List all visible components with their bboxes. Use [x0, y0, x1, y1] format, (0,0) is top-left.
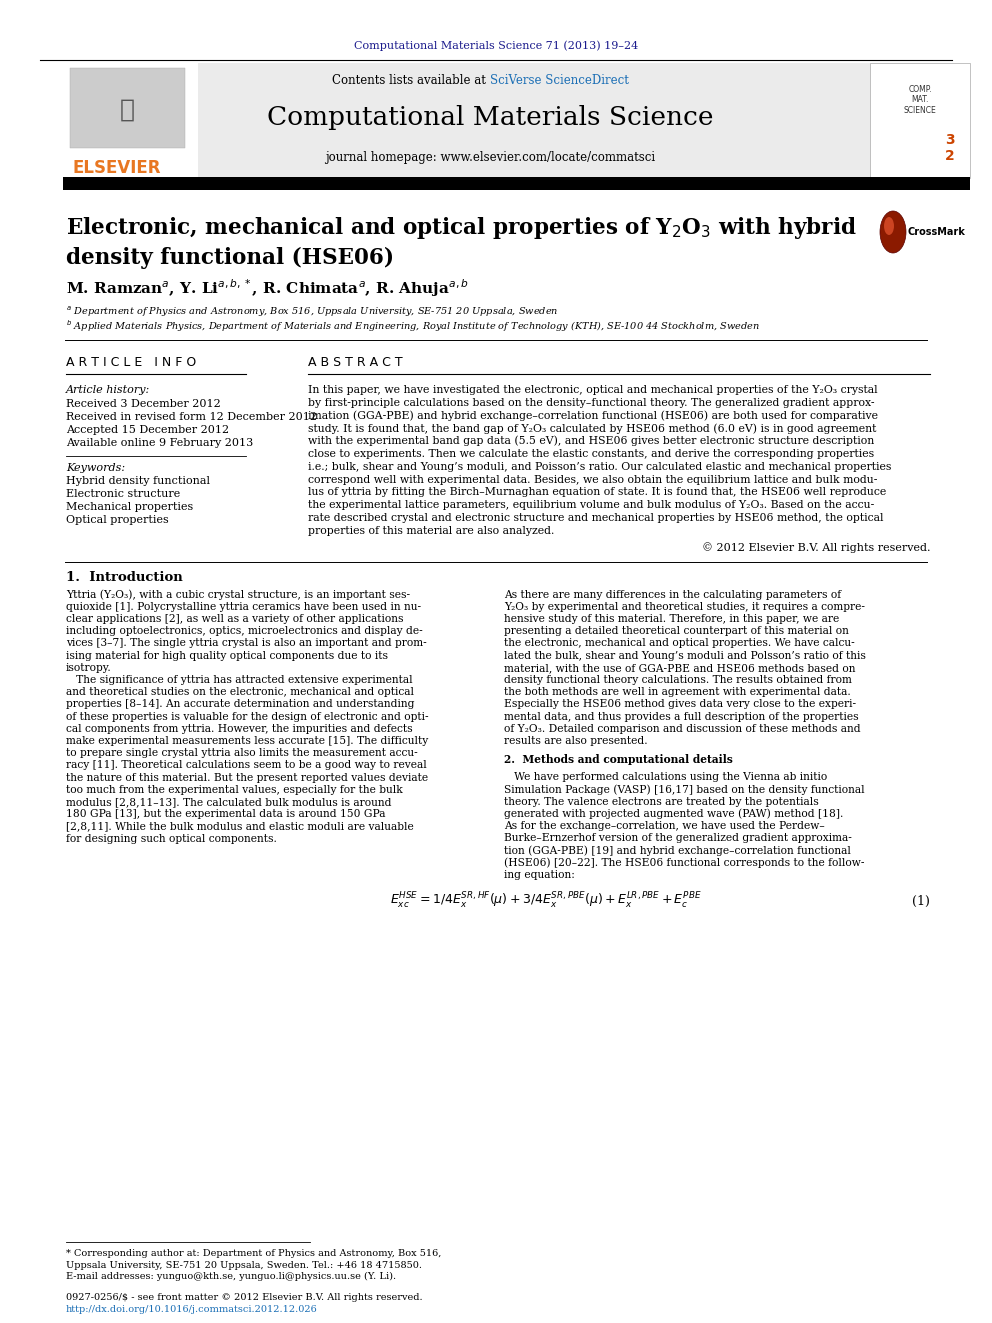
Text: Yttria (Y₂O₃), with a cubic crystal structure, is an important ses-: Yttria (Y₂O₃), with a cubic crystal stru… — [66, 589, 410, 599]
Text: results are also presented.: results are also presented. — [504, 736, 648, 746]
Text: A R T I C L E   I N F O: A R T I C L E I N F O — [66, 356, 196, 369]
Text: As there are many differences in the calculating parameters of: As there are many differences in the cal… — [504, 590, 841, 599]
Ellipse shape — [884, 217, 894, 235]
Text: Optical properties: Optical properties — [66, 515, 169, 525]
Text: ising material for high quality optical components due to its: ising material for high quality optical … — [66, 651, 388, 660]
Text: with the experimental band gap data (5.5 eV), and HSE06 gives better electronic : with the experimental band gap data (5.5… — [308, 435, 874, 446]
Text: the electronic, mechanical and optical properties. We have calcu-: the electronic, mechanical and optical p… — [504, 639, 855, 648]
Text: the both methods are well in agreement with experimental data.: the both methods are well in agreement w… — [504, 687, 851, 697]
Text: SciVerse ScienceDirect: SciVerse ScienceDirect — [490, 74, 629, 86]
Text: 180 GPa [13], but the experimental data is around 150 GPa: 180 GPa [13], but the experimental data … — [66, 810, 386, 819]
Text: Electronic, mechanical and optical properties of Y$_2$O$_3$ with hybrid: Electronic, mechanical and optical prope… — [66, 216, 857, 241]
Text: Especially the HSE06 method gives data very close to the experi-: Especially the HSE06 method gives data v… — [504, 700, 856, 709]
Text: Accepted 15 December 2012: Accepted 15 December 2012 — [66, 425, 229, 435]
Text: Mechanical properties: Mechanical properties — [66, 501, 193, 512]
Text: racy [11]. Theoretical calculations seem to be a good way to reveal: racy [11]. Theoretical calculations seem… — [66, 761, 427, 770]
Text: Burke–Ernzerhof version of the generalized gradient approxima-: Burke–Ernzerhof version of the generaliz… — [504, 833, 852, 843]
Text: * Corresponding author at: Department of Physics and Astronomy, Box 516,: * Corresponding author at: Department of… — [66, 1249, 441, 1258]
Text: presenting a detailed theoretical counterpart of this material on: presenting a detailed theoretical counte… — [504, 626, 849, 636]
Text: the nature of this material. But the present reported values deviate: the nature of this material. But the pre… — [66, 773, 429, 783]
Text: COMP.
MAT.
SCIENCE: COMP. MAT. SCIENCE — [904, 85, 936, 115]
Text: [2,8,11]. While the bulk modulus and elastic moduli are valuable: [2,8,11]. While the bulk modulus and ela… — [66, 822, 414, 831]
Text: Computational Materials Science: Computational Materials Science — [267, 106, 713, 131]
Text: properties of this material are also analyzed.: properties of this material are also ana… — [308, 525, 555, 536]
Text: $^{a}$ Department of Physics and Astronomy, Box 516, Uppsala University, SE-751 : $^{a}$ Department of Physics and Astrono… — [66, 304, 558, 319]
Bar — [870, 64, 970, 179]
Text: clear applications [2], as well as a variety of other applications: clear applications [2], as well as a var… — [66, 614, 404, 624]
Text: 2.  Methods and computational details: 2. Methods and computational details — [504, 754, 733, 765]
Text: ing equation:: ing equation: — [504, 871, 575, 880]
Text: Received in revised form 12 December 2012: Received in revised form 12 December 201… — [66, 411, 317, 422]
Text: theory. The valence electrons are treated by the potentials: theory. The valence electrons are treate… — [504, 796, 818, 807]
Text: make experimental measurements less accurate [15]. The difficulty: make experimental measurements less accu… — [66, 736, 429, 746]
Text: 3
2: 3 2 — [945, 132, 955, 163]
Text: the experimental lattice parameters, equilibrium volume and bulk modulus of Y₂O₃: the experimental lattice parameters, equ… — [308, 500, 874, 511]
Text: 🌳: 🌳 — [119, 98, 135, 122]
Text: We have performed calculations using the Vienna ab initio: We have performed calculations using the… — [504, 773, 827, 782]
Text: material, with the use of GGA-PBE and HSE06 methods based on: material, with the use of GGA-PBE and HS… — [504, 663, 855, 673]
Text: Computational Materials Science 71 (2013) 19–24: Computational Materials Science 71 (2013… — [354, 41, 638, 52]
Text: generated with projected augmented wave (PAW) method [18].: generated with projected augmented wave … — [504, 808, 843, 819]
Text: correspond well with experimental data. Besides, we also obtain the equilibrium : correspond well with experimental data. … — [308, 475, 877, 484]
Text: Hybrid density functional: Hybrid density functional — [66, 476, 210, 486]
Text: $E_{xc}^{HSE} = 1/4E_{x}^{SR,HF}(\mu) + 3/4E_{x}^{SR,PBE}(\mu) + E_{x}^{LR,PBE} : $E_{xc}^{HSE} = 1/4E_{x}^{SR,HF}(\mu) + … — [390, 892, 701, 912]
Text: i.e.; bulk, shear and Young’s moduli, and Poisson’s ratio. Our calculated elasti: i.e.; bulk, shear and Young’s moduli, an… — [308, 462, 892, 472]
Ellipse shape — [880, 210, 906, 253]
Text: (1): (1) — [912, 894, 930, 908]
Text: 0927-0256/$ - see front matter © 2012 Elsevier B.V. All rights reserved.: 0927-0256/$ - see front matter © 2012 El… — [66, 1294, 423, 1303]
Text: http://dx.doi.org/10.1016/j.commatsci.2012.12.026: http://dx.doi.org/10.1016/j.commatsci.20… — [66, 1306, 317, 1315]
Text: lus of yttria by fitting the Birch–Murnaghan equation of state. It is found that: lus of yttria by fitting the Birch–Murna… — [308, 487, 886, 497]
Text: E-mail addresses: yunguo@kth.se, yunguo.li@physics.uu.se (Y. Li).: E-mail addresses: yunguo@kth.se, yunguo.… — [66, 1271, 396, 1281]
Text: for designing such optical components.: for designing such optical components. — [66, 833, 277, 844]
Text: of Y₂O₃. Detailed comparison and discussion of these methods and: of Y₂O₃. Detailed comparison and discuss… — [504, 724, 861, 734]
Text: density functional (HSE06): density functional (HSE06) — [66, 247, 394, 269]
Text: study. It is found that, the band gap of Y₂O₃ calculated by HSE06 method (6.0 eV: study. It is found that, the band gap of… — [308, 423, 876, 434]
Text: lated the bulk, shear and Young’s moduli and Polsson’s ratio of this: lated the bulk, shear and Young’s moduli… — [504, 651, 866, 660]
Text: (HSE06) [20–22]. The HSE06 functional corresponds to the follow-: (HSE06) [20–22]. The HSE06 functional co… — [504, 857, 864, 868]
Text: In this paper, we have investigated the electronic, optical and mechanical prope: In this paper, we have investigated the … — [308, 385, 878, 396]
Text: As for the exchange–correlation, we have used the Perdew–: As for the exchange–correlation, we have… — [504, 822, 824, 831]
Text: Article history:: Article history: — [66, 385, 150, 396]
Text: $^{b}$ Applied Materials Physics, Department of Materials and Engineering, Royal: $^{b}$ Applied Materials Physics, Depart… — [66, 318, 760, 333]
Text: The significance of yttria has attracted extensive experimental: The significance of yttria has attracted… — [66, 675, 413, 685]
Text: Keywords:: Keywords: — [66, 463, 125, 474]
Text: imation (GGA-PBE) and hybrid exchange–correlation functional (HSE06) are both us: imation (GGA-PBE) and hybrid exchange–co… — [308, 410, 878, 421]
Text: modulus [2,8,11–13]. The calculated bulk modulus is around: modulus [2,8,11–13]. The calculated bulk… — [66, 796, 392, 807]
Bar — [63, 177, 970, 191]
Text: 1.  Introduction: 1. Introduction — [66, 572, 183, 583]
Text: close to experiments. Then we calculate the elastic constants, and derive the co: close to experiments. Then we calculate … — [308, 448, 874, 459]
Text: A B S T R A C T: A B S T R A C T — [308, 356, 403, 369]
Text: Simulation Package (VASP) [16,17] based on the density functional: Simulation Package (VASP) [16,17] based … — [504, 785, 865, 795]
Text: tion (GGA-PBE) [19] and hybrid exchange–correlation functional: tion (GGA-PBE) [19] and hybrid exchange–… — [504, 845, 851, 856]
Text: including optoelectronics, optics, microelectronics and display de-: including optoelectronics, optics, micro… — [66, 626, 423, 636]
Text: to prepare single crystal yttria also limits the measurement accu-: to prepare single crystal yttria also li… — [66, 749, 418, 758]
Text: properties [8–14]. An accurate determination and understanding: properties [8–14]. An accurate determina… — [66, 700, 415, 709]
Text: journal homepage: www.elsevier.com/locate/commatsci: journal homepage: www.elsevier.com/locat… — [325, 152, 655, 164]
Text: vices [3–7]. The single yttria crystal is also an important and prom-: vices [3–7]. The single yttria crystal i… — [66, 639, 427, 648]
Text: ELSEVIER: ELSEVIER — [72, 159, 161, 177]
Text: of these properties is valuable for the design of electronic and opti-: of these properties is valuable for the … — [66, 712, 429, 721]
Text: Available online 9 February 2013: Available online 9 February 2013 — [66, 438, 253, 448]
Text: Received 3 December 2012: Received 3 December 2012 — [66, 400, 221, 409]
Bar — [63, 64, 920, 179]
Text: Y₂O₃ by experimental and theoretical studies, it requires a compre-: Y₂O₃ by experimental and theoretical stu… — [504, 602, 865, 611]
Text: cal components from yttria. However, the impurities and defects: cal components from yttria. However, the… — [66, 724, 413, 734]
Text: M. Ramzan$^{a}$, Y. Li$^{a,b,*}$, R. Chimata$^{a}$, R. Ahuja$^{a,b}$: M. Ramzan$^{a}$, Y. Li$^{a,b,*}$, R. Chi… — [66, 277, 468, 299]
Text: mental data, and thus provides a full description of the properties: mental data, and thus provides a full de… — [504, 712, 859, 721]
Text: © 2012 Elsevier B.V. All rights reserved.: © 2012 Elsevier B.V. All rights reserved… — [701, 542, 930, 553]
Text: quioxide [1]. Polycrystalline yttria ceramics have been used in nu-: quioxide [1]. Polycrystalline yttria cer… — [66, 602, 422, 611]
Text: by first-principle calculations based on the density–functional theory. The gene: by first-principle calculations based on… — [308, 398, 875, 407]
Text: too much from the experimental values, especially for the bulk: too much from the experimental values, e… — [66, 785, 403, 795]
Text: Uppsala University, SE-751 20 Uppsala, Sweden. Tel.: +46 18 4715850.: Uppsala University, SE-751 20 Uppsala, S… — [66, 1261, 422, 1270]
Text: density functional theory calculations. The results obtained from: density functional theory calculations. … — [504, 675, 852, 685]
Text: and theoretical studies on the electronic, mechanical and optical: and theoretical studies on the electroni… — [66, 687, 414, 697]
Text: CrossMark: CrossMark — [908, 228, 966, 237]
Text: isotropy.: isotropy. — [66, 663, 112, 673]
Text: Electronic structure: Electronic structure — [66, 490, 181, 499]
Text: rate described crystal and electronic structure and mechanical properties by HSE: rate described crystal and electronic st… — [308, 513, 884, 523]
Bar — [63, 64, 198, 179]
Bar — [70, 67, 185, 148]
Text: hensive study of this material. Therefore, in this paper, we are: hensive study of this material. Therefor… — [504, 614, 839, 624]
Text: Contents lists available at: Contents lists available at — [332, 74, 490, 86]
